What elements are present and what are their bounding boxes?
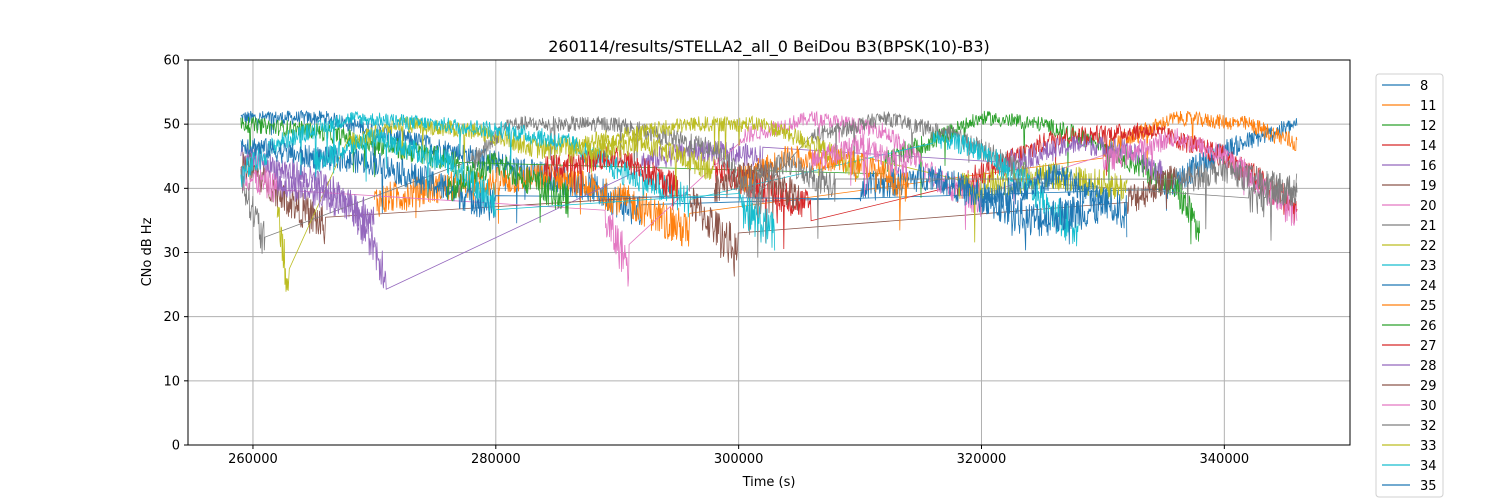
y-tick-label: 30 [163,246,180,261]
series-line-29 [714,159,800,224]
series-line-35 [981,164,1128,238]
legend-label: 20 [1420,199,1437,214]
x-tick-label: 260000 [228,452,278,467]
legend-label: 23 [1420,259,1437,274]
series-line-26 [446,152,569,223]
series-line-28 [276,168,375,232]
y-tick-label: 20 [163,310,180,325]
legend-label: 8 [1420,79,1428,94]
y-tick-label: 0 [172,439,180,454]
legend-label: 27 [1420,339,1437,354]
legend-label: 14 [1420,139,1437,154]
series-line-32 [738,151,1298,239]
series-line-24 [240,138,1104,251]
y-axis-label: CNo dB Hz [140,217,155,286]
legend-label: 28 [1420,359,1437,374]
legend-label: 29 [1420,379,1437,394]
legend-label: 32 [1420,419,1437,434]
x-axis-label: Time (s) [742,475,796,490]
legend-label: 34 [1420,459,1437,474]
series-line-20 [240,110,1298,287]
series-line-30 [811,134,909,197]
x-tick-label: 340000 [1200,452,1250,467]
series-line-23 [240,110,1079,247]
legend-label: 19 [1420,179,1437,194]
legend-label: 11 [1420,99,1437,114]
legend-label: 33 [1420,439,1437,454]
legend-label: 26 [1420,319,1437,334]
legend: 8 11 12 14 16 19 20 21 22 23 24 25 26 27 28 29 30 32 33 34 3… [1375,73,1444,498]
legend-label: 24 [1420,279,1437,294]
legend-label: 25 [1420,299,1437,314]
legend-label: 16 [1420,159,1437,174]
y-tick-label: 40 [163,182,180,197]
chart-title: 260114/results/STELLA2_all_0 BeiDou B3(B… [548,37,990,57]
x-tick-label: 300000 [714,452,764,467]
x-tick-label: 280000 [471,452,521,467]
legend-label: 22 [1420,239,1437,254]
series-line-21 [240,111,1298,258]
legend-label: 21 [1420,219,1437,234]
legend-label: 12 [1420,119,1437,134]
legend-label: 30 [1420,399,1437,414]
y-tick-label: 50 [163,118,180,133]
series-line-34 [313,128,776,251]
series-line-33 [568,135,715,197]
series-line-25 [738,145,909,231]
x-tick-label: 320000 [957,452,1007,467]
legend-label: 35 [1420,479,1437,494]
y-tick-label: 60 [163,54,180,69]
y-tick-label: 10 [163,374,180,389]
series-line-8 [240,109,1298,226]
